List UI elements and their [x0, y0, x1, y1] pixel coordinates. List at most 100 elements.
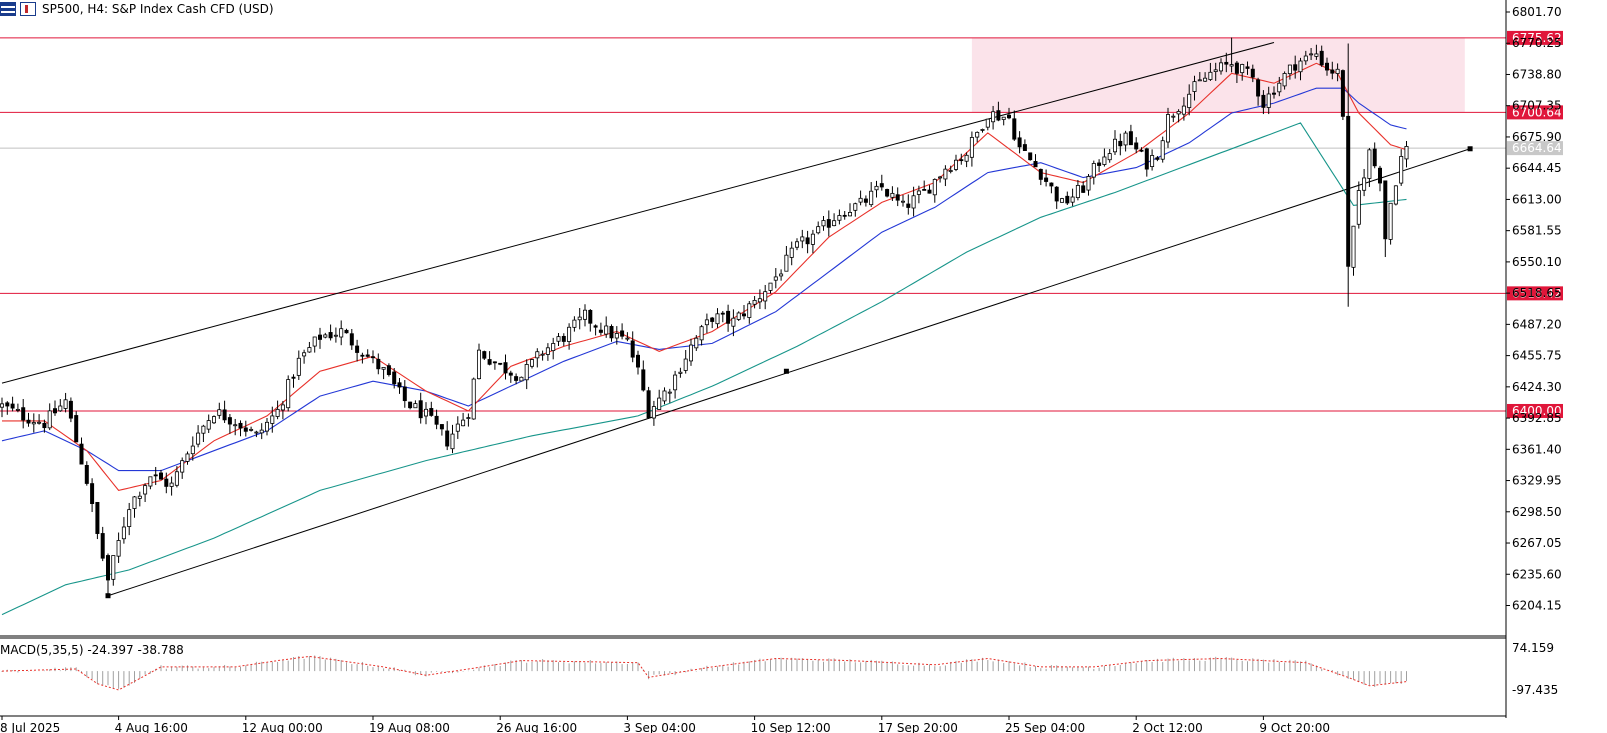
candle-body — [1181, 105, 1186, 115]
candle-body — [694, 337, 699, 349]
candle-body — [397, 382, 402, 388]
candle-body — [779, 273, 784, 277]
candle-body — [5, 402, 10, 407]
candle-body — [450, 433, 455, 450]
candle-body — [1393, 185, 1398, 205]
y-tick-label: 6644.45 — [1512, 161, 1562, 175]
candle-body — [275, 408, 280, 417]
candle-body — [1346, 115, 1351, 267]
candle-body — [317, 334, 322, 340]
candle-body — [1139, 149, 1144, 152]
y-tick-label: 6707.35 — [1512, 99, 1562, 113]
candle-body — [100, 533, 105, 559]
candle-body — [222, 409, 227, 421]
candle-body — [667, 391, 672, 394]
candle-body — [21, 407, 26, 421]
candle-body — [280, 404, 285, 411]
candle-body — [439, 424, 444, 430]
candle-body — [927, 189, 932, 194]
candle-body — [418, 400, 423, 419]
candle-body — [1219, 62, 1224, 72]
y-tick-label: 6738.80 — [1512, 67, 1562, 81]
candle-body — [832, 220, 837, 227]
candle-body — [10, 403, 15, 409]
candle-body — [434, 415, 439, 425]
candle-body — [551, 343, 556, 351]
candle-body — [657, 397, 662, 410]
candle-body — [1160, 140, 1165, 160]
candle-body — [137, 495, 142, 499]
candle-body — [598, 329, 603, 333]
y-tick-label: 6204.15 — [1512, 599, 1562, 613]
candle-body — [916, 190, 921, 195]
candle-body — [768, 282, 773, 291]
candle-body — [376, 358, 381, 370]
candle-body — [710, 317, 715, 322]
candle-body — [1293, 64, 1298, 71]
candle-body — [943, 168, 948, 180]
level-label-bg — [1507, 286, 1563, 301]
bars-icon[interactable] — [0, 2, 16, 16]
y-tick-label: 6392.85 — [1512, 411, 1562, 425]
x-tick-label: 25 Sep 04:00 — [1005, 721, 1085, 733]
y-tick-label: 6298.50 — [1512, 505, 1562, 519]
y-tick-label: 6518.65 — [1512, 286, 1562, 300]
candlestick-icon[interactable] — [20, 2, 36, 16]
candle-body — [932, 179, 937, 196]
candle-body — [482, 351, 487, 359]
candle-body — [360, 354, 365, 357]
candle-body — [1240, 64, 1245, 74]
candle-body — [1065, 195, 1070, 204]
candle-body — [1086, 176, 1091, 191]
y-tick-label: 6361.40 — [1512, 442, 1562, 456]
candle-body — [810, 233, 815, 245]
candle-body — [476, 349, 481, 380]
candle-body — [901, 200, 906, 203]
y-tick-label: 6581.55 — [1512, 224, 1562, 238]
candle-body — [996, 110, 1001, 121]
candle-body — [604, 325, 609, 335]
candle-body — [895, 194, 900, 201]
x-tick-label: 8 Jul 2025 — [0, 721, 60, 733]
candle-body — [879, 183, 884, 188]
candle-body — [1282, 73, 1287, 87]
channel-anchor-point — [1467, 146, 1473, 152]
y-tick-label: 6329.95 — [1512, 474, 1562, 488]
candle-body — [821, 220, 826, 227]
x-tick-label: 3 Sep 04:00 — [623, 721, 695, 733]
candle-body — [270, 415, 275, 424]
candle-body — [985, 118, 990, 128]
x-tick-label: 19 Aug 08:00 — [369, 721, 450, 733]
candle-body — [614, 333, 619, 339]
y-tick-label: 6487.20 — [1512, 317, 1562, 331]
candle-body — [524, 364, 529, 381]
candle-body — [763, 291, 768, 302]
candle-body — [646, 390, 651, 419]
candle-body — [1229, 64, 1234, 67]
candle-body — [206, 420, 211, 430]
y-tick-label: 6801.70 — [1512, 5, 1562, 19]
candle-body — [37, 421, 42, 424]
candle-body — [625, 337, 630, 340]
candle-body — [143, 485, 148, 495]
current-price-bg — [1507, 141, 1563, 156]
candle-body — [249, 428, 254, 431]
candle-body — [842, 214, 847, 217]
candle-body — [381, 367, 386, 370]
candle-body — [1256, 79, 1261, 97]
candle-body — [233, 424, 238, 427]
y-tick-label: 6770.25 — [1512, 36, 1562, 50]
candle-body — [1123, 132, 1128, 146]
candle-body — [1091, 163, 1096, 178]
candle-body — [678, 371, 683, 374]
x-tick-label: 10 Sep 12:00 — [751, 721, 831, 733]
candle-body — [885, 189, 890, 197]
candle-body — [180, 460, 185, 473]
candle-body — [174, 471, 179, 486]
candle-body — [689, 344, 694, 362]
candle-body — [1054, 186, 1059, 202]
candle-body — [259, 429, 264, 434]
candle-body — [1007, 114, 1012, 119]
level-label-bg — [1507, 403, 1563, 418]
